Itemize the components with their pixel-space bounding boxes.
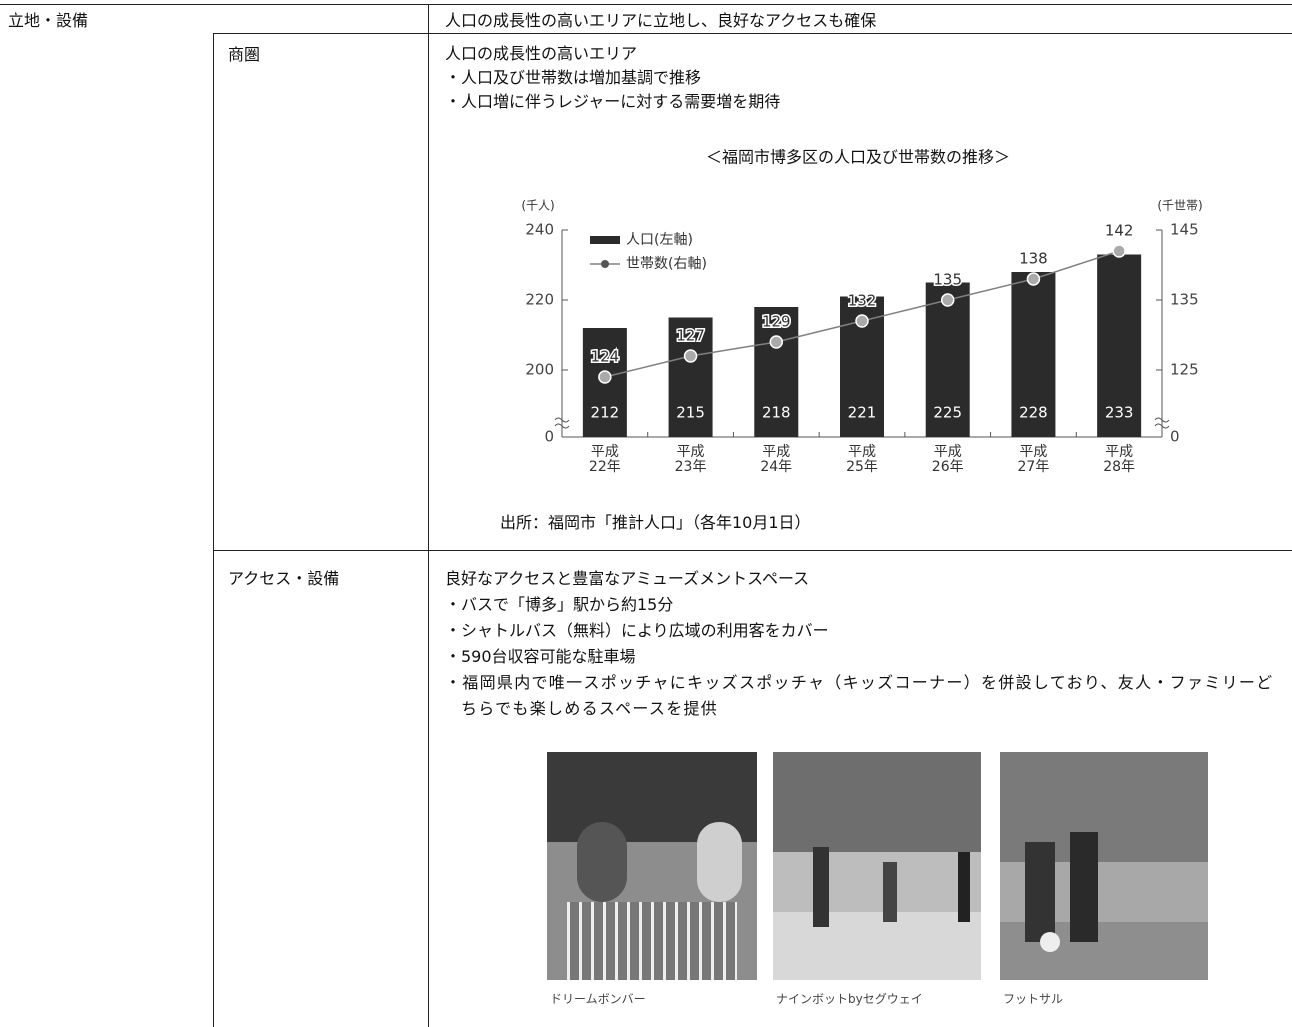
heading: 人口の成長性の高いエリア [445,44,638,63]
photo [773,752,981,980]
section-label: 立地・設備 [8,11,89,30]
point [683,349,698,363]
bullet: ・シャトルバス（無料）により広域の利用客をカバー [445,621,829,640]
border [428,4,429,1027]
value-label: 129 [762,313,791,331]
axis-label: (千人) [521,199,554,213]
legend-swatch [590,236,620,244]
y2-tick-label: 145 [1170,221,1199,239]
axis-label: (千世帯) [1157,199,1202,213]
source: 出所：福岡市「推計人口」（各年10月1日） [500,513,811,532]
x-tick-label: 平成 25年 [846,444,878,475]
value-label: 218 [762,404,791,422]
y2-tick-label: 125 [1170,361,1199,379]
photo-caption: フットサル [1003,992,1064,1006]
chart-svg: ＜福岡市博多区の人口及び世帯数の推移＞ (千人) (千世帯) 0 200 220 240 0 1… [521,148,1202,446]
heading: 良好なアクセスと豊富なアミューズメントスペース [445,569,810,588]
value-label: 135 [933,271,962,289]
y-tick-label: 220 [525,291,554,309]
legend-label: 世帯数(右軸) [626,256,707,272]
bar [668,317,713,437]
x-tick-label: 平成 26年 [931,444,964,475]
chart: ＜福岡市博多区の人口及び世帯数の推移＞ (千人) (千世帯) 0 200 220 240 0 1… [430,140,1280,500]
photo [1000,752,1208,980]
x-tick-label: 平成 22年 [588,444,621,475]
y-tick-label: 0 [544,428,554,446]
bullet: ・590台収容可能な駐車場 [445,647,636,666]
bullet: ・人口及び世帯数は増加基調で推移 [445,68,702,87]
value-label: 212 [591,404,620,422]
legend-swatch [601,260,609,268]
row-label: アクセス・設備 [228,569,340,588]
axis-break [554,417,570,429]
y-tick-label: 240 [525,221,554,239]
bar [1011,272,1056,437]
y2-tick-label: 0 [1170,428,1180,446]
point [1026,272,1041,286]
x-tick-label: 平成 24年 [760,444,793,475]
row-text: 良好なアクセスと豊富なアミューズメントスペース ・バスで「博多」駅から約15分 … [445,566,1285,722]
bar [754,307,799,437]
value-label: 138 [1019,250,1048,268]
value-label: 132 [848,292,877,310]
border [213,33,1292,34]
row-label: 商圏 [228,45,261,64]
value-label: 228 [1019,404,1048,422]
border [0,4,1292,5]
axis-break [1154,417,1170,429]
value-label: 221 [848,404,877,422]
summary: 人口の成長性の高いエリアに立地し、良好なアクセスも確保 [445,11,877,30]
point [598,370,612,384]
x-tick-label: 平成 28年 [1103,444,1136,475]
bullet: ・人口増に伴うレジャーに対する需要増を期待 [445,92,781,111]
bar [1097,254,1142,437]
y-tick-label: 200 [525,361,554,379]
bullet: ・バスで「博多」駅から約15分 [445,595,674,614]
point [1112,244,1126,258]
x-tick-label: 平成 23年 [674,444,707,475]
x-tick-label: 平成 27年 [1017,444,1050,475]
point [769,335,784,349]
value-label: 215 [676,404,705,422]
value-label: 233 [1105,404,1134,422]
photo-caption: ドリームボンバー [550,992,646,1006]
value-label: 127 [676,327,705,345]
value-label: 142 [1105,222,1134,240]
legend-label: 人口(左軸) [626,232,693,248]
point [940,293,955,307]
value-label: 124 [591,348,620,366]
border [213,33,214,1027]
chart-title: ＜福岡市博多区の人口及び世帯数の推移＞ [706,148,1010,167]
photo-caption: ナインボットbyセグウェイ [776,992,923,1006]
bar [925,282,970,437]
y2-tick-label: 135 [1170,291,1199,309]
photo [547,752,757,980]
value-label: 225 [933,404,962,422]
point [855,314,869,328]
row-text: 人口の成長性の高いエリア ・人口及び世帯数は増加基調で推移 ・人口増に伴うレジャ… [445,42,780,114]
border [213,550,1292,551]
bullet: ・福岡県内で唯一スポッチャにキッズスポッチャ（キッズコーナー）を併設しており、友… [445,673,1274,718]
